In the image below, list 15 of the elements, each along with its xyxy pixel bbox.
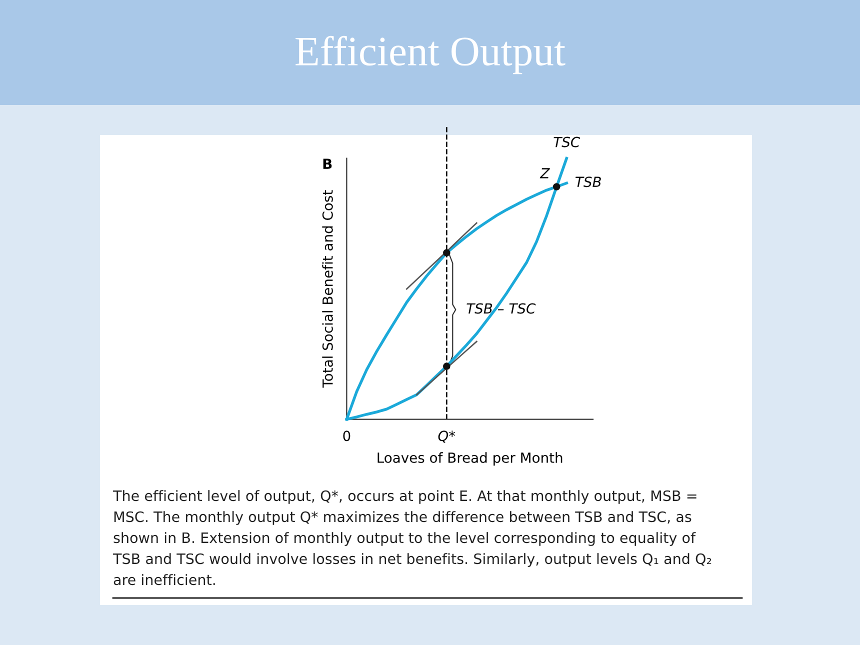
x-tick-label: Q*: [438, 430, 456, 443]
text: are inefficient.: [114, 574, 215, 586]
text: shown in B. Extension of monthly output to the level corresponding to equality of: [114, 532, 696, 546]
text: B: [323, 158, 332, 169]
series-label: TSC: [554, 136, 580, 148]
series-label: TSB: [576, 176, 601, 188]
text: The efficient level of output, Q*, occurs at point E. At that monthly output, MSB =: [112, 490, 696, 504]
chart-title: Efficient Output: [296, 36, 566, 74]
annotation: Z: [540, 168, 550, 178]
y-axis-title: Total Social Benefit and Cost: [322, 190, 333, 388]
x-axis-title: Loaves of Bread per Month: [378, 452, 562, 466]
x-tick-label: 0: [343, 430, 350, 442]
text: MSC. The monthly output Q* maximizes the difference between TSB and TSC, as: [114, 511, 692, 525]
annotation: TSB – TSC: [466, 303, 536, 314]
text: TSB and TSC would involve losses in net benefits. Similarly, output levels Q₁ and Q₂: [112, 553, 712, 567]
